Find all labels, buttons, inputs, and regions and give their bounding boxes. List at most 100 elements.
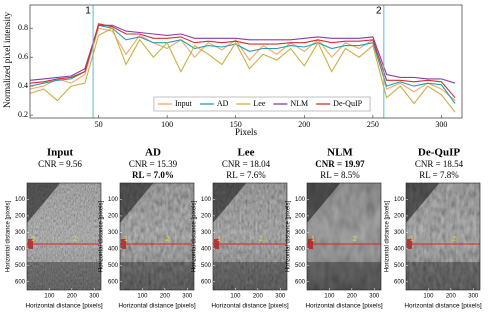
panel-metric: CNR = 9.56 — [38, 159, 82, 169]
image-y-label: Horizontal distance [pixels] — [6, 200, 12, 272]
image-marker-2: 2 — [353, 236, 357, 243]
x-tick-label: 200 — [67, 294, 78, 300]
y-tick-label: 600 — [295, 279, 306, 285]
y-tick-label: 100 — [201, 197, 212, 203]
panel-metric: RL = 7.8% — [419, 170, 459, 180]
dark-region — [120, 183, 154, 223]
legend: Input AD Lee NLM De-QuIP — [153, 96, 371, 112]
image-marker-2: 2 — [73, 236, 77, 243]
image-marker-1: 1 — [124, 236, 128, 243]
x-tick-label: 300 — [435, 120, 447, 129]
panel-metric: RL = 7.0% — [132, 170, 174, 180]
x-tick-label: 300 — [89, 294, 100, 300]
series-line — [29, 24, 456, 104]
y-tick-label: 300 — [394, 230, 405, 236]
y-tick-label: 0.4 — [18, 81, 28, 90]
y-tick-label: 200 — [201, 214, 212, 220]
y-tick-label: 500 — [15, 263, 26, 269]
panel-title: Input — [47, 147, 74, 159]
image-y-label: Horizontal distance [pixels] — [286, 200, 292, 272]
y-tick-label: 600 — [15, 279, 26, 285]
legend-label: Input — [175, 99, 193, 108]
x-tick-label: 200 — [298, 120, 310, 129]
plot-frame — [29, 4, 463, 119]
marker-label: 2 — [376, 6, 382, 17]
y-tick-label: 300 — [15, 230, 26, 236]
panel-title: Lee — [237, 147, 254, 159]
image-marker-2: 2 — [452, 236, 456, 243]
x-tick-label: 200 — [253, 294, 264, 300]
y-tick-label: 500 — [394, 263, 405, 269]
image-x-label: Horizontal distance [pixels] — [305, 303, 383, 310]
marker-label: 1 — [85, 6, 91, 17]
image-x-label: Horizontal distance [pixels] — [404, 303, 482, 310]
panel-metric: CNR = 19.97 — [315, 159, 365, 169]
dark-region — [307, 183, 341, 223]
y-tick-label: 400 — [394, 246, 405, 252]
x-tick-label: 100 — [230, 294, 241, 300]
panel-title: AD — [145, 147, 161, 159]
image-marker-2: 2 — [166, 236, 170, 243]
image-frame — [306, 182, 382, 291]
y-tick-label: 500 — [201, 263, 212, 269]
x-tick-label: 300 — [369, 294, 380, 300]
image-x-label: Horizontal distance [pixels] — [25, 303, 103, 310]
panel-metric: RL = 8.5% — [320, 170, 360, 180]
image-frame — [405, 182, 481, 291]
x-tick-label: 300 — [182, 294, 193, 300]
y-tick-label: 400 — [201, 246, 212, 252]
y-tick-label: 400 — [295, 246, 306, 252]
y-tick-label: 100 — [295, 197, 306, 203]
dark-bottom — [213, 262, 287, 290]
y-tick-label: 0.2 — [18, 110, 28, 119]
dark-bottom — [27, 262, 101, 290]
dark-region — [27, 183, 61, 223]
legend-label: Lee — [253, 99, 265, 108]
image-x-label: Horizontal distance [pixels] — [211, 303, 289, 310]
y-tick-label: 200 — [108, 214, 119, 220]
x-tick-label: 200 — [347, 294, 358, 300]
legend-label: NLM — [290, 99, 308, 108]
x-tick-label: 300 — [275, 294, 286, 300]
panel-title: NLM — [327, 147, 353, 159]
y-tick-label: 500 — [295, 263, 306, 269]
image-y-label: Horizontal distance [pixels] — [192, 200, 198, 272]
panel-metric: RL = 7.6% — [226, 170, 266, 180]
y-tick-label: 100 — [15, 197, 26, 203]
y-tick-label: 500 — [108, 263, 119, 269]
panel-metric: CNR = 15.39 — [129, 159, 178, 169]
x-tick-label: 300 — [468, 294, 479, 300]
x-tick-label: 250 — [367, 120, 379, 129]
x-tick-label: 200 — [160, 294, 171, 300]
y-axis-label: Normalized pixel intensity — [2, 12, 12, 108]
legend-box — [153, 96, 371, 112]
panel-metric: CNR = 18.54 — [415, 159, 464, 169]
image-x-label: Horizontal distance [pixels] — [118, 303, 196, 310]
image-y-label: Horizontal distance [pixels] — [385, 200, 391, 272]
x-axis-label: Pixels — [235, 127, 258, 137]
image-frame — [212, 182, 288, 291]
x-tick-label: 100 — [44, 294, 55, 300]
panel-metric: CNR = 18.04 — [222, 159, 271, 169]
y-tick-label: 300 — [108, 230, 119, 236]
dark-region — [213, 183, 247, 223]
image-marker-1: 1 — [31, 236, 35, 243]
x-tick-label: 50 — [95, 120, 103, 129]
dark-region — [406, 183, 440, 223]
dark-bottom — [307, 262, 381, 290]
image-y-label: Horizontal distance [pixels] — [99, 200, 105, 272]
y-tick-label: 600 — [201, 279, 212, 285]
y-tick-label: 600 — [108, 279, 119, 285]
y-tick-label: 100 — [108, 197, 119, 203]
x-tick-label: 100 — [137, 294, 148, 300]
y-tick-label: 200 — [394, 214, 405, 220]
y-tick-label: 300 — [295, 230, 306, 236]
x-tick-label: 150 — [230, 120, 242, 129]
y-tick-label: 200 — [295, 214, 306, 220]
y-tick-label: 200 — [15, 214, 26, 220]
image-marker-1: 1 — [410, 236, 414, 243]
x-tick-label: 100 — [324, 294, 335, 300]
image-frame — [26, 182, 102, 291]
